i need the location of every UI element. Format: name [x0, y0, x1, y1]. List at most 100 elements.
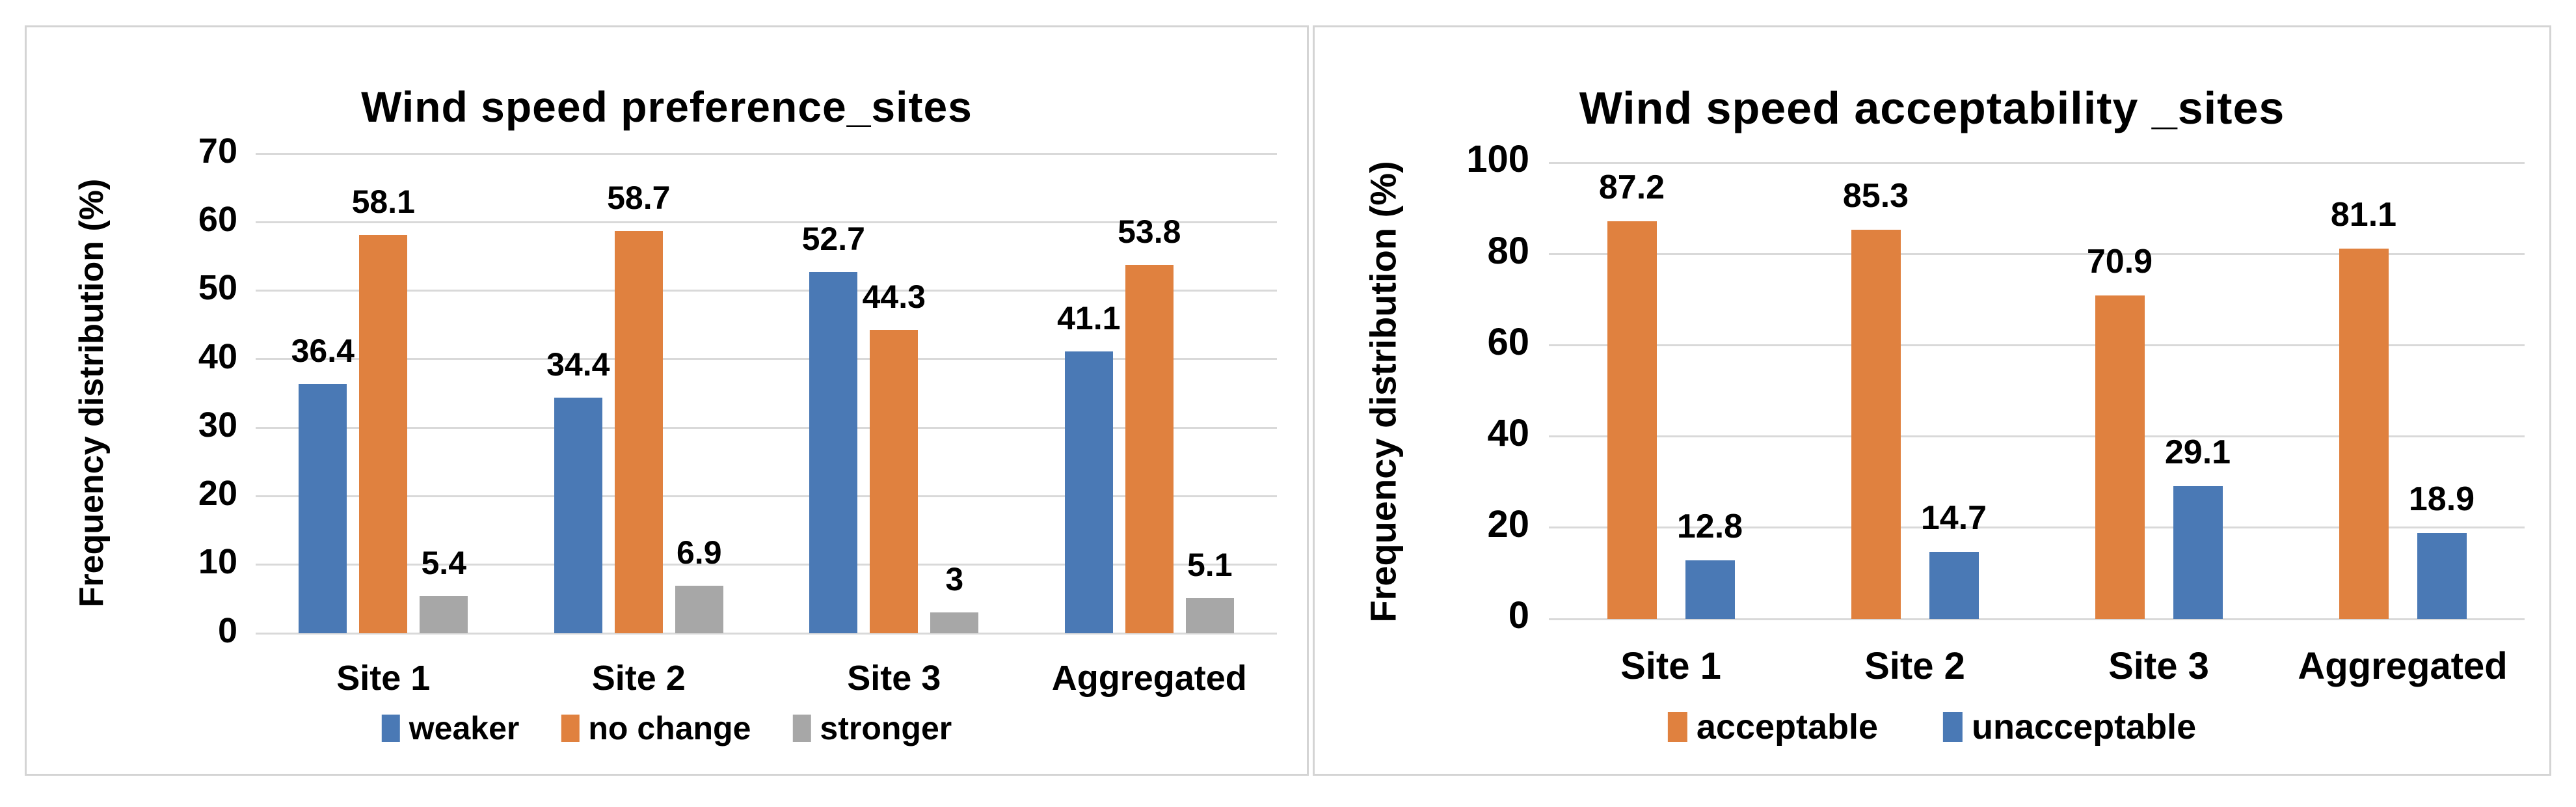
bar-stronger-aggregated — [1185, 598, 1234, 633]
y-gridline-40 — [256, 358, 1277, 361]
y-tick-label-100: 100 — [1466, 138, 1529, 181]
y-gridline-10 — [256, 564, 1277, 566]
legend-item-unacceptable: unacceptable — [1943, 709, 2196, 745]
y-tick-label-60: 60 — [1487, 320, 1529, 363]
bar-no-change-site-3 — [870, 329, 919, 633]
legend-label-acceptable: acceptable — [1696, 707, 1879, 746]
y-tick-label-60: 60 — [198, 199, 237, 239]
y-axis-title: Frequency distribution (%) — [73, 178, 111, 608]
legend-label-no-change: no change — [588, 710, 751, 746]
bar-no-change-site-2 — [614, 230, 663, 633]
y-gridline-80 — [1549, 253, 2525, 255]
bar-value-label-acceptable-aggregated: 81.1 — [2330, 196, 2397, 234]
y-gridline-0 — [256, 632, 1277, 635]
y-tick-label-20: 20 — [1487, 503, 1529, 546]
bar-value-label-no-change-site-3: 44.3 — [862, 278, 926, 315]
legend-item-weaker: weaker — [381, 710, 520, 746]
category-label-site-1: Site 1 — [336, 659, 431, 698]
category-label-site-3: Site 3 — [2108, 645, 2209, 687]
bar-value-label-acceptable-site-3: 70.9 — [2086, 242, 2153, 280]
category-label-site-2: Site 2 — [591, 659, 686, 698]
legend-swatch-no-change — [561, 715, 580, 742]
bar-value-label-unacceptable-site-1: 12.8 — [1676, 508, 1743, 546]
bar-value-label-acceptable-site-2: 85.3 — [1842, 177, 1909, 215]
bar-value-label-weaker-aggregated: 41.1 — [1057, 300, 1121, 337]
bar-acceptable-aggregated — [2339, 249, 2389, 619]
y-tick-label-10: 10 — [198, 542, 237, 582]
bar-no-change-site-1 — [359, 235, 408, 633]
bar-unacceptable-site-1 — [1685, 560, 1735, 619]
chart-panel-wind-speed-preference: Wind speed preference_sites Frequency di… — [25, 25, 1309, 776]
category-label-site-1: Site 1 — [1620, 645, 1721, 687]
y-gridline-60 — [256, 221, 1277, 223]
bar-value-label-stronger-site-3: 3 — [945, 561, 964, 598]
bar-value-label-unacceptable-aggregated: 18.9 — [2408, 480, 2475, 518]
legend-item-no-change: no change — [561, 712, 751, 745]
y-tick-label-30: 30 — [198, 405, 237, 445]
bar-value-label-no-change-site-2: 58.7 — [607, 179, 671, 216]
legend-swatch-weaker — [381, 715, 400, 742]
y-gridline-50 — [256, 290, 1277, 292]
bar-weaker-site-3 — [809, 272, 858, 633]
bar-stronger-site-1 — [420, 596, 468, 633]
y-gridline-60 — [1549, 344, 2525, 346]
chart-panel-wind-speed-acceptability: Wind speed acceptability _sites Frequenc… — [1313, 25, 2551, 776]
y-tick-label-40: 40 — [1487, 411, 1529, 454]
legend-label-weaker: weaker — [409, 710, 520, 746]
category-label-aggregated: Aggregated — [1051, 659, 1247, 698]
bar-value-label-stronger-aggregated: 5.1 — [1187, 547, 1233, 584]
y-gridline-20 — [256, 495, 1277, 497]
bar-acceptable-site-2 — [1851, 230, 1901, 619]
bar-value-label-acceptable-site-1: 87.2 — [1598, 168, 1665, 206]
bar-weaker-aggregated — [1064, 351, 1113, 633]
legend: weaker no change stronger — [381, 710, 952, 746]
bar-unacceptable-aggregated — [2417, 532, 2467, 619]
bar-stronger-site-2 — [675, 586, 723, 633]
bar-value-label-no-change-site-1: 58.1 — [351, 184, 415, 221]
legend-item-stronger: stronger — [792, 712, 952, 745]
bar-acceptable-site-1 — [1607, 221, 1657, 619]
y-tick-label-0: 0 — [1508, 594, 1529, 637]
chart-title: Wind speed preference_sites — [361, 83, 973, 131]
bar-value-label-weaker-site-3: 52.7 — [801, 221, 865, 258]
y-tick-label-80: 80 — [1487, 229, 1529, 272]
y-gridline-70 — [256, 152, 1277, 155]
bar-unacceptable-site-2 — [1929, 551, 1979, 619]
bar-value-label-no-change-aggregated: 53.8 — [1118, 213, 1181, 250]
plot-area: 0 20 40 60 80 100 Site 1 87.2 12.8 Site 2 85.3 14.7… — [1466, 141, 2525, 685]
category-label-site-2: Site 2 — [1864, 645, 1965, 687]
y-gridline-0 — [1549, 618, 2525, 620]
legend-swatch-unacceptable — [1943, 712, 1963, 742]
y-gridline-30 — [256, 426, 1277, 429]
legend-label-stronger: stronger — [820, 710, 952, 746]
y-gridline-40 — [1549, 435, 2525, 438]
y-tick-label-50: 50 — [198, 268, 237, 308]
bar-unacceptable-site-3 — [2173, 486, 2223, 619]
bar-weaker-site-2 — [554, 397, 602, 633]
plot-area: 0 10 20 30 40 50 60 70 Site 1 36.4 58.1 5.4 Site 2 34… — [198, 133, 1277, 696]
legend-label-unacceptable: unacceptable — [1972, 707, 2197, 746]
legend-swatch-acceptable — [1667, 712, 1687, 742]
bar-no-change-aggregated — [1125, 264, 1174, 633]
y-tick-label-0: 0 — [217, 610, 237, 650]
bar-value-label-weaker-site-2: 34.4 — [546, 346, 610, 383]
legend: acceptable unacceptable — [1667, 707, 2196, 746]
y-gridline-100 — [1549, 161, 2525, 164]
y-axis-title: Frequency distribution (%) — [1362, 161, 1404, 623]
bar-weaker-site-1 — [299, 383, 347, 633]
y-tick-label-20: 20 — [198, 474, 237, 513]
bar-value-label-stronger-site-2: 6.9 — [676, 534, 722, 571]
bar-value-label-weaker-site-1: 36.4 — [291, 332, 355, 369]
y-tick-label-40: 40 — [198, 336, 237, 376]
bar-acceptable-site-3 — [2095, 295, 2145, 619]
bar-value-label-stronger-site-1: 5.4 — [421, 545, 467, 582]
bar-stronger-site-3 — [930, 612, 979, 633]
bar-value-label-unacceptable-site-3: 29.1 — [2164, 433, 2231, 471]
legend-swatch-stronger — [792, 715, 811, 742]
legend-item-acceptable: acceptable — [1667, 707, 1879, 746]
y-gridline-20 — [1549, 527, 2525, 529]
category-label-aggregated: Aggregated — [2298, 645, 2508, 687]
chart-title: Wind speed acceptability _sites — [1579, 83, 2285, 133]
category-label-site-3: Site 3 — [847, 659, 941, 698]
